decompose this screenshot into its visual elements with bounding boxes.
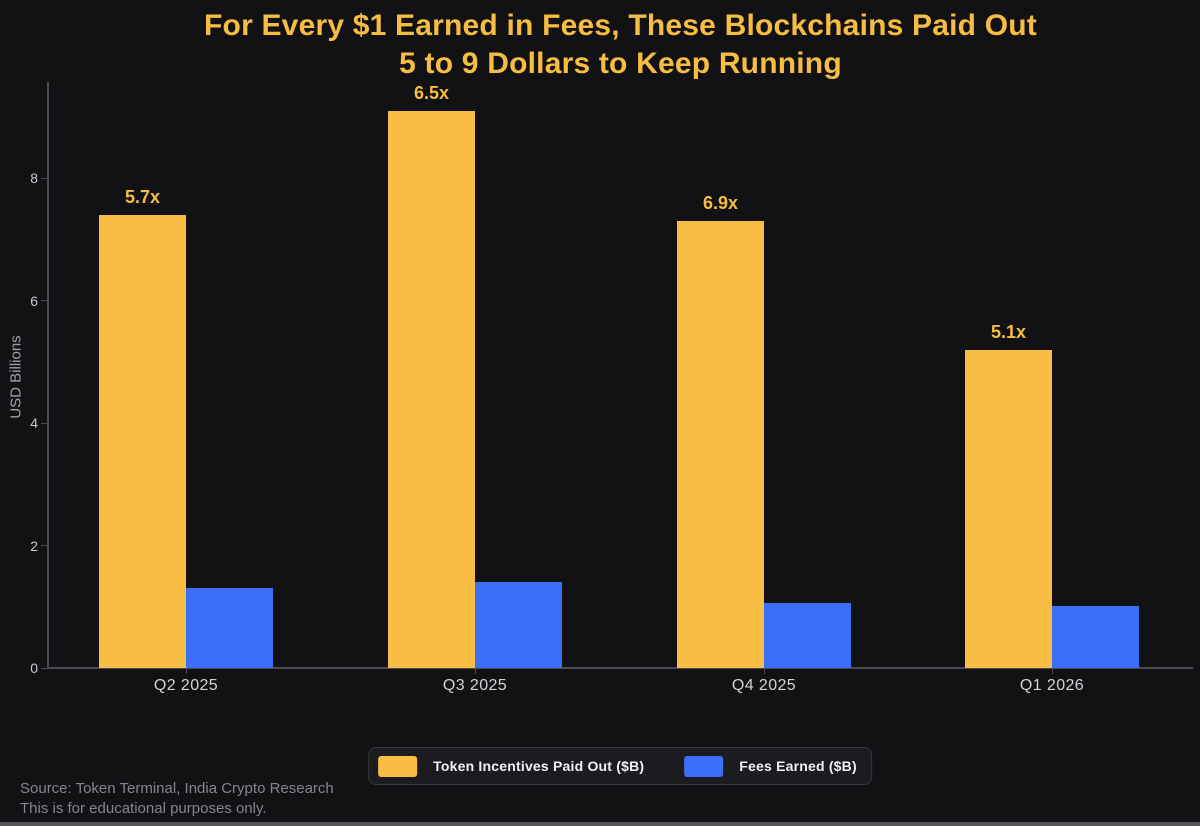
y-axis-title: USD Billions xyxy=(7,335,25,419)
bar-fees-q3-2025 xyxy=(475,582,562,668)
bar-incentives-q1-2026 xyxy=(965,349,1052,668)
legend: Token Incentives Paid Out ($B) Fees Earn… xyxy=(368,747,872,785)
bar-fees-q4-2025 xyxy=(764,603,851,668)
y-tick-mark xyxy=(41,177,47,179)
bar-incentives-q2-2025 xyxy=(99,214,186,668)
chart-title-line2: 5 to 9 Dollars to Keep Running xyxy=(399,47,842,80)
legend-label-fees: Fees Earned ($B) xyxy=(739,758,857,774)
x-tick-label-q1-2026: Q1 2026 xyxy=(1019,677,1085,694)
chart-title: For Every $1 Earned in Fees, These Block… xyxy=(48,7,1193,83)
bar-fees-q2-2025 xyxy=(186,588,273,668)
y-tick-mark xyxy=(41,422,47,424)
legend-swatch-fees-icon xyxy=(684,755,724,777)
y-tick-label: 0 xyxy=(30,660,38,676)
source-note: Source: Token Terminal, India Crypto Res… xyxy=(20,779,334,819)
chart-title-line1: For Every $1 Earned in Fees, These Block… xyxy=(204,9,1037,42)
y-tick-label: 6 xyxy=(30,292,38,309)
multiplier-label-q4-2025: 6.9x xyxy=(702,192,739,213)
window-edge xyxy=(0,822,1200,826)
x-tick-mark xyxy=(763,668,765,674)
x-tick-label-q3-2025: Q3 2025 xyxy=(442,677,508,694)
y-tick-mark xyxy=(41,545,47,546)
source-line1: Source: Token Terminal, India Crypto Res… xyxy=(20,780,334,797)
y-tick-mark xyxy=(41,667,47,669)
x-tick-mark xyxy=(185,668,187,674)
x-tick-mark xyxy=(1051,668,1053,674)
source-line2: This is for educational purposes only. xyxy=(20,800,267,817)
legend-entry-fees: Fees Earned ($B) xyxy=(684,755,857,777)
multiplier-label-q1-2026: 5.1x xyxy=(990,321,1027,342)
y-tick-label: 2 xyxy=(30,537,38,554)
y-tick-label: 4 xyxy=(30,415,38,431)
x-tick-mark xyxy=(474,668,476,674)
x-tick-label-q2-2025: Q2 2025 xyxy=(153,677,219,694)
y-axis-line xyxy=(47,82,49,669)
bar-incentives-q4-2025 xyxy=(677,220,764,668)
bar-fees-q1-2026 xyxy=(1052,605,1139,668)
y-tick-mark xyxy=(41,300,47,301)
x-tick-label-q4-2025: Q4 2025 xyxy=(731,677,797,694)
y-tick-label: 8 xyxy=(30,170,38,186)
legend-entry-incentives: Token Incentives Paid Out ($B) xyxy=(378,755,645,777)
legend-swatch-incentives-icon xyxy=(378,755,418,777)
x-axis-line xyxy=(47,667,1193,669)
legend-label-incentives: Token Incentives Paid Out ($B) xyxy=(433,758,645,774)
multiplier-label-q2-2025: 5.7x xyxy=(124,186,161,207)
multiplier-label-q3-2025: 6.5x xyxy=(413,82,450,103)
bar-incentives-q3-2025 xyxy=(388,110,475,668)
